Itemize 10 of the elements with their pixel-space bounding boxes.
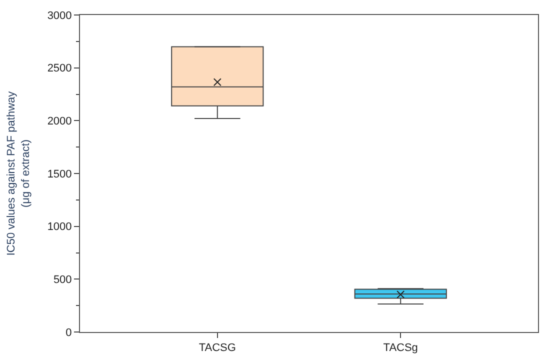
y-tick-label: 0 — [66, 326, 72, 339]
y-tick-label: 1000 — [47, 221, 72, 234]
y-tick-label: 2500 — [47, 62, 72, 75]
x-tick-label: TACSG — [198, 342, 236, 354]
x-tick-label: TACSg — [383, 342, 418, 354]
y-tick-label: 2000 — [47, 116, 72, 128]
y-tick-label: 500 — [53, 274, 72, 286]
y-tick-label: 3000 — [47, 10, 72, 22]
y-tick-label: 1500 — [47, 168, 72, 180]
y-axis-title: IC50 values against PAF pathway (μg of extract) — [6, 90, 32, 256]
